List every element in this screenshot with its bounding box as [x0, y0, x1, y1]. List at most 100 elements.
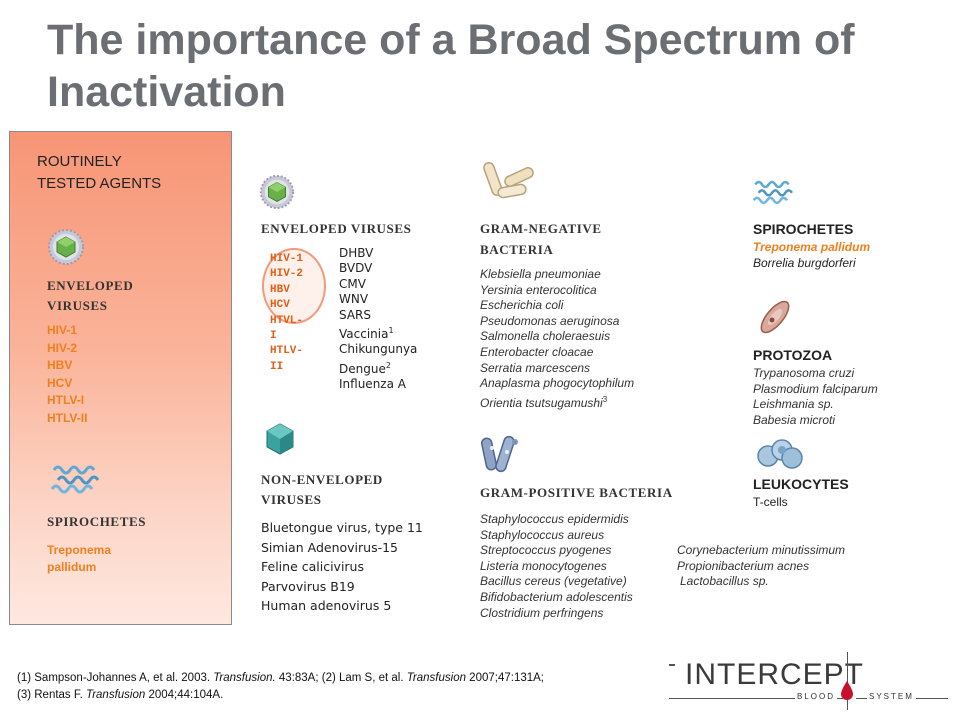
orientia-label: Orientia tsutsugamushi [480, 395, 603, 410]
list-item: HCV [47, 375, 73, 390]
logo-sub-right: SYSTEM [867, 692, 916, 701]
logo-rule [669, 698, 843, 699]
list-item: Dengue2 [339, 358, 417, 377]
list-item: pallidum [47, 560, 97, 574]
list-item: Salmonella choleraesuis [480, 329, 611, 344]
left-spirochetes-title: SPIROCHETES [47, 514, 147, 529]
leukocytes-item: T-cells [753, 495, 788, 509]
list-item: SARS [339, 307, 372, 322]
gram-positive-list-1: Staphylococcus epidermidis Staphylococcu… [480, 512, 633, 621]
intercept-logo: INTERCEPT BLOOD SYSTEM [667, 650, 950, 715]
list-item: Orientia tsutsugamushi3 [480, 392, 634, 412]
list-item: Listeria monocytogenes [480, 558, 607, 573]
enveloped-virus-icon [48, 229, 84, 265]
list-item: Vaccinia1 [339, 323, 417, 342]
left-enveloped-title-1: ENVELOPED [47, 278, 134, 293]
list-item: Chikungunya [339, 342, 418, 357]
list-item: Trypanosoma cruzi [753, 366, 855, 380]
left-spirochetes-list: Treponema pallidum [47, 542, 111, 576]
list-item: Treponema [47, 543, 112, 557]
list-item: DHBV [339, 246, 374, 260]
list-item: I [270, 330, 277, 343]
list-item: HIV-1 [47, 323, 78, 337]
non-enveloped-title-2: VIRUSES [261, 492, 322, 507]
list-item: Escherichia coli [480, 298, 564, 313]
vaccinia-label: Vaccinia [339, 327, 389, 342]
list-item: Bifidobacterium adolescentis [480, 589, 633, 604]
enveloped-viruses-title: ENVELOPED VIRUSES [261, 221, 412, 236]
list-item: Pseudomonas aeruginosa [480, 313, 620, 328]
list-item: Corynebacterium minutissimum [677, 543, 846, 557]
logo-divider [847, 652, 848, 710]
citation-line-2: (3) Rentas F. Transfusion 2004;44:104A. [17, 687, 667, 704]
non-enveloped-virus-icon [266, 423, 294, 455]
gram-positive-bacteria-icon [480, 435, 518, 473]
list-item: HTLV-II [47, 410, 88, 425]
list-item: Clostridium perfringens [480, 605, 604, 620]
list-item: Parvovirus B19 [261, 578, 355, 594]
footnote-ref: 3 [602, 394, 608, 404]
list-item: Bacillus cereus (vegetative) [480, 574, 627, 589]
list-item: Feline calicivirus [261, 559, 364, 574]
list-item: HIV-2 [47, 340, 78, 355]
citation-text: 43:83A; (2) Lam S, et al. [275, 672, 407, 684]
list-item: Borrelia burgdorferi [753, 255, 856, 270]
routinely-tested-panel [9, 131, 232, 625]
list-item: HTLV- [270, 345, 304, 358]
list-item: CMV [339, 276, 366, 291]
list-item: Simian Adenovirus-15 [261, 539, 398, 555]
gram-negative-title-2: BACTERIA [480, 242, 554, 257]
non-enveloped-title-1: NON-ENVELOPED [261, 472, 383, 487]
list-item: Staphylococcus epidermidis [480, 512, 629, 526]
gram-negative-title: GRAM-NEGATIVE BACTERIA [480, 218, 602, 260]
list-item: Bluetongue virus, type 11 [261, 520, 423, 535]
heading-line-1: ROUTINELY [37, 153, 122, 170]
heading-line-2: TESTED AGENTS [37, 175, 162, 192]
non-enveloped-title: NON-ENVELOPED VIRUSES [261, 470, 383, 510]
protozoa-icon [760, 300, 790, 334]
footnote-ref: 1 [388, 326, 394, 336]
logo-word: INTERCEPT [685, 658, 865, 691]
highlight-circle [262, 248, 326, 324]
citation-journal: Transfusion [86, 689, 146, 701]
left-enveloped-title-2: VIRUSES [47, 298, 108, 313]
citation-line-1: (1) Sampson-Johannes A, et al. 2003. Tra… [17, 670, 667, 687]
citation-text: (3) Rentas F. [17, 689, 87, 701]
list-item: Propionibacterium acnes [677, 558, 810, 573]
gram-negative-title-1: GRAM-NEGATIVE [480, 221, 602, 236]
spirochete-icon [50, 465, 100, 494]
spirochetes-title: SPIROCHETES [753, 221, 854, 237]
list-item: Lactobacillus sp. [680, 574, 769, 589]
left-enveloped-list: HIV-1 HIV-2 HBV HCV HTLV-I HTLV-II [47, 322, 87, 428]
non-enveloped-list: Bluetongue virus, type 11 Simian Adenovi… [261, 518, 423, 616]
list-item: HBV [47, 358, 73, 373]
dengue-label: Dengue [339, 361, 386, 376]
citation-text: (1) Sampson-Johannes A, et al. 2003. [17, 672, 214, 684]
enveloped-other-list: DHBV BVDV CMV WNV SARS Vaccinia1 Chikung… [339, 246, 417, 393]
citations: (1) Sampson-Johannes A, et al. 2003. Tra… [17, 670, 667, 704]
list-item: HCV [270, 299, 290, 312]
left-enveloped-title: ENVELOPED VIRUSES [47, 276, 133, 316]
list-item: HTLV-I [47, 393, 85, 408]
slide-title: The importance of a Broad Spectrum of In… [47, 16, 855, 116]
leukocytes-icon [757, 439, 803, 469]
list-item: HIV-2 [270, 268, 304, 281]
enveloped-virus-icon [259, 174, 295, 210]
spirochete-icon [752, 180, 794, 205]
list-item: Influenza A [339, 377, 406, 392]
list-item: Staphylococcus aureus [480, 527, 605, 542]
citation-journal: Transfusion [406, 672, 466, 684]
citation-text: 2007;47:131A; [465, 672, 544, 684]
protozoa-title: PROTOZOA [753, 347, 833, 363]
logo-rule [669, 664, 675, 666]
list-item: Enterobacter cloacae [480, 344, 594, 359]
enveloped-highlight-list: HIV-1 HIV-2 HBV HCV HTVL- I HTLV- II [270, 252, 303, 375]
list-item: Anaplasma phogocytophilum [480, 376, 635, 391]
gram-positive-list-2: Corynebacterium minutissimum Propionibac… [677, 543, 845, 590]
list-item: Plasmodium falciparum [753, 381, 878, 396]
citation-journal: Transfusion. [213, 672, 276, 684]
list-item: HBV [270, 283, 290, 296]
list-item: HTVL- [270, 314, 304, 327]
list-item: Human adenovirus 5 [261, 598, 392, 613]
protozoa-list: Trypanosoma cruzi Plasmodium falciparum … [753, 366, 878, 428]
